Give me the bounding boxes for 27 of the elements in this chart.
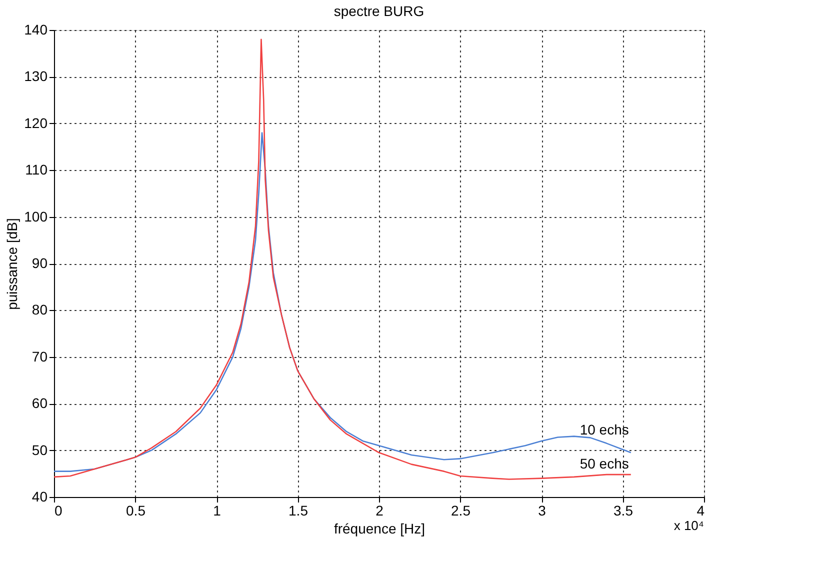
- x-tick-label: 1: [213, 502, 222, 518]
- y-tick-label: 130: [24, 68, 48, 84]
- y-tick-label: 60: [32, 395, 48, 412]
- y-tick-label: 120: [24, 114, 48, 131]
- y-tick-label: 80: [32, 302, 48, 318]
- series-label: 10 echs: [580, 422, 629, 438]
- x-tick-label: 0.5: [126, 502, 146, 518]
- x-tick-label: 3: [538, 502, 546, 518]
- x-axis-title: fréquence [Hz]: [334, 520, 426, 536]
- text: x 10⁴: [674, 518, 704, 533]
- x-tick-label: 0: [54, 502, 62, 518]
- chart-title: spectre BURG: [334, 3, 424, 19]
- x-tick-label: 2: [376, 502, 384, 518]
- y-tick-label: 70: [32, 348, 48, 364]
- x-tick-label: 3.5: [614, 502, 634, 518]
- y-tick-label: 90: [32, 255, 48, 271]
- y-tick-label: 100: [24, 208, 48, 224]
- x-tick-label: 1.5: [288, 502, 308, 518]
- y-axis-title: puissance [dB]: [4, 218, 20, 310]
- y-tick-label: 110: [25, 162, 48, 178]
- y-tick-label: 40: [32, 488, 48, 504]
- y-tick-label: 50: [32, 442, 48, 458]
- x-tick-label: 4: [696, 502, 705, 518]
- series-label: 50 echs: [580, 456, 629, 472]
- y-tick-label: 140: [24, 22, 48, 38]
- x-tick-label: 2.5: [451, 502, 471, 518]
- line-series: [54, 38, 632, 480]
